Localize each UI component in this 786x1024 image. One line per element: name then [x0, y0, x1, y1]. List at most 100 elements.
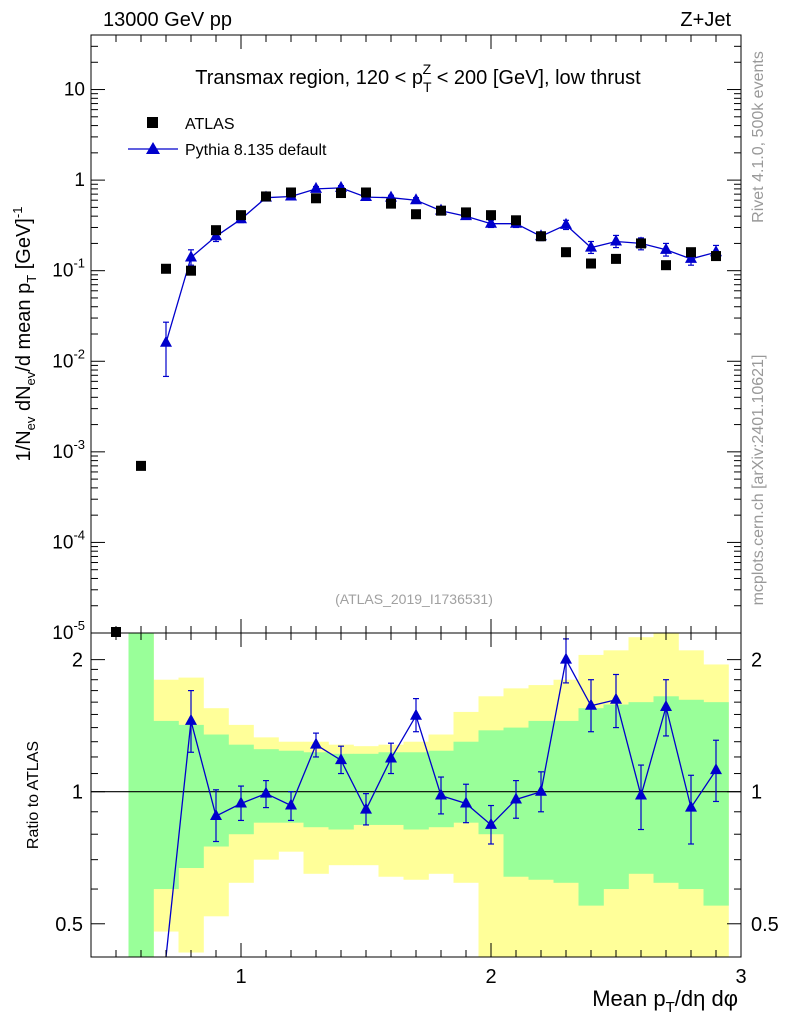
ratio-point [485, 817, 497, 829]
atlas-point [461, 207, 471, 218]
main-ylabel: 1/Nev dNev/d mean pT [GeV]-1 [10, 207, 39, 462]
ratio-point [685, 800, 697, 812]
ratio-ylabel: Ratio to ATLAS [25, 741, 42, 849]
ratio-point [385, 751, 397, 763]
ylabel-a: 1/N [13, 430, 35, 461]
ylabel-a-sub: ev [23, 416, 38, 430]
xlabel-pre: Mean p [592, 986, 665, 1011]
ylabel-d: [GeV] [13, 218, 35, 275]
uncertainty-band-inner [403, 752, 429, 830]
ylabel-c: /d mean p [13, 283, 35, 372]
ratio-plot-area [91, 633, 741, 958]
main-ytick-label: 10 [64, 80, 85, 101]
header-left: 13000 GeV pp [103, 9, 232, 31]
ratio-point [335, 753, 347, 765]
mc-point [410, 193, 422, 205]
legend: ATLAS Pythia 8.135 default [128, 116, 327, 159]
uncertainty-band-inner [303, 752, 329, 828]
uncertainty-band-inner [603, 704, 629, 890]
ratio-xtick-label: 2 [485, 966, 496, 988]
main-plot-area [111, 180, 722, 637]
ylabel-c-sub: T [24, 275, 39, 283]
tick-base: 10 [52, 532, 73, 553]
ylabel-d-sup: -1 [10, 207, 25, 219]
mc-point [660, 242, 672, 254]
ratio-point [210, 809, 222, 821]
ratio-point [435, 788, 447, 800]
atlas-point [561, 247, 571, 258]
atlas-point [161, 263, 171, 274]
ratio-xlabel: Mean pT/dη dφ [592, 986, 738, 1016]
atlas-point [361, 187, 371, 198]
ratio-point [710, 763, 722, 775]
header-right: Z+Jet [680, 9, 731, 31]
ratio-panel: Ratio to ATLAS Mean pT/dη dφ 0.5 0.5 1 1 2 2 1… [25, 632, 779, 1016]
ratio-point [185, 713, 197, 725]
legend-atlas-label: ATLAS [185, 116, 235, 133]
ratio-ytick-label-right: 2 [751, 650, 762, 672]
ratio-point [585, 698, 597, 710]
atlas-point [386, 198, 396, 209]
atlas-point [586, 258, 596, 269]
ylabel-b: dN [13, 385, 35, 416]
ratio-point [410, 708, 422, 720]
legend-mc-label: Pythia 8.135 default [185, 142, 327, 159]
ratio-point [460, 796, 472, 808]
uncertainty-band-inner [553, 720, 579, 883]
atlas-point [711, 251, 721, 262]
xlabel-sub: T [666, 999, 675, 1016]
ratio-point [610, 692, 622, 704]
atlas-point [311, 193, 321, 204]
ratio-xtick-label: 3 [735, 966, 746, 988]
ratio-point [560, 652, 572, 664]
atlas-point [261, 191, 271, 202]
atlas-point [211, 225, 221, 236]
analysis-watermark: (ATLAS_2019_I1736531) [335, 591, 493, 607]
tick-base: 10 [52, 351, 73, 372]
ratio-ytick-label-left: 0.5 [55, 914, 83, 936]
atlas-point [336, 188, 346, 199]
ratio-point [285, 798, 297, 810]
legend-mc-marker [146, 142, 160, 154]
title-pre: Transmax region, 120 < p [195, 67, 423, 89]
atlas-point [136, 460, 146, 471]
atlas-point [436, 205, 446, 216]
uncertainty-band-inner [153, 720, 179, 890]
ylabel-b-sub: ev [23, 371, 38, 385]
ratio-point [260, 786, 272, 798]
atlas-point [236, 210, 246, 221]
title-post: < 200 [GeV], low thrust [431, 67, 641, 89]
atlas-point [411, 209, 421, 220]
ratio-point [635, 788, 647, 800]
atlas-point [611, 253, 621, 264]
tick-exp: -3 [73, 437, 85, 452]
atlas-point [636, 238, 646, 249]
plot-title: Transmax region, 120 < pTZ < 200 [GeV], … [195, 61, 641, 95]
ratio-point [235, 796, 247, 808]
rivet-label: Rivet 4.1.0, 500k events [750, 51, 767, 223]
ratio-point [360, 802, 372, 814]
ratio-point [510, 792, 522, 804]
mc-point [560, 217, 572, 229]
mc-point [485, 216, 497, 228]
tick-exp: -5 [73, 618, 85, 633]
ratio-point [310, 737, 322, 749]
uncertainty-band-inner [578, 708, 604, 906]
ratio-ytick-label-left: 2 [72, 650, 83, 672]
mc-point [610, 234, 622, 246]
atlas-point [286, 187, 296, 198]
mcplots-label: mcplots.cern.ch [arXiv:2401.10621] [750, 355, 767, 606]
mc-point [585, 240, 597, 252]
ratio-xtick-label: 1 [235, 966, 246, 988]
ratio-point [660, 699, 672, 711]
tick-base: 10 [64, 80, 85, 101]
atlas-point [186, 265, 196, 276]
ratio-ytick-label-right: 1 [751, 782, 762, 804]
mc-point [685, 251, 697, 263]
main-panel: Transmax region, 120 < pTZ < 200 [GeV], … [10, 34, 742, 644]
xlabel-post: /dη dφ [675, 986, 738, 1011]
main-ytick-label: 10-2 [52, 346, 85, 372]
tick-base: 1 [74, 170, 85, 191]
tick-exp: -2 [73, 346, 85, 361]
tick-exp: -1 [73, 256, 85, 271]
